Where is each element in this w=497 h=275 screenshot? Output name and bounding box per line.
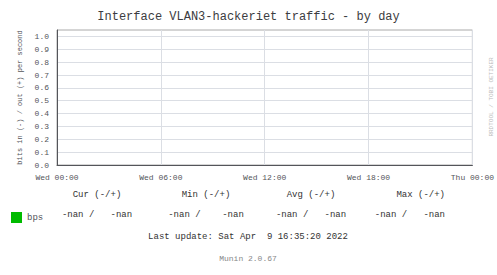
svg-text:bps: bps — [27, 213, 43, 223]
svg-text:Last update: Sat Apr 9 16:35:: Last update: Sat Apr 9 16:35:20 2022 — [148, 232, 348, 242]
svg-text:0.7: 0.7 — [35, 71, 50, 80]
svg-text:RRDTOOL / TOBI OETIKER: RRDTOOL / TOBI OETIKER — [488, 57, 495, 137]
svg-text:-nan / -nan: -nan / -nan — [375, 210, 445, 220]
svg-text:Avg (-/+): Avg (-/+) — [287, 190, 336, 200]
svg-text:Wed 06:00: Wed 06:00 — [139, 173, 182, 182]
svg-text:1.0: 1.0 — [35, 32, 50, 41]
svg-text:0.1: 0.1 — [35, 148, 50, 157]
svg-text:Cur (-/+): Cur (-/+) — [73, 190, 122, 200]
svg-text:Wed 18:00: Wed 18:00 — [347, 173, 390, 182]
svg-text:-nan / -nan: -nan / -nan — [168, 210, 244, 220]
svg-text:0.9: 0.9 — [35, 45, 50, 54]
svg-text:0.3: 0.3 — [35, 122, 50, 131]
svg-text:0.0: 0.0 — [35, 161, 50, 170]
svg-text:Max (-/+): Max (-/+) — [396, 190, 445, 200]
svg-text:Munin 2.0.67: Munin 2.0.67 — [219, 254, 277, 263]
svg-text:0.6: 0.6 — [35, 83, 50, 92]
svg-text:-nan / -nan: -nan / -nan — [62, 210, 132, 220]
svg-text:Wed 00:00: Wed 00:00 — [35, 173, 78, 182]
svg-text:-nan / -nan: -nan / -nan — [276, 210, 346, 220]
svg-text:bits in (-) / out (+) per seco: bits in (-) / out (+) per second — [16, 30, 24, 164]
svg-text:0.4: 0.4 — [35, 109, 50, 118]
svg-text:Wed 12:00: Wed 12:00 — [243, 173, 286, 182]
svg-text:Interface VLAN3-hackeriet traf: Interface VLAN3-hackeriet traffic - by d… — [97, 10, 399, 24]
svg-text:0.2: 0.2 — [35, 135, 50, 144]
svg-text:0.5: 0.5 — [35, 96, 50, 105]
svg-text:Min (-/+): Min (-/+) — [182, 190, 231, 200]
svg-text:Thu 00:00: Thu 00:00 — [451, 173, 494, 182]
svg-text:0.8: 0.8 — [35, 58, 50, 67]
